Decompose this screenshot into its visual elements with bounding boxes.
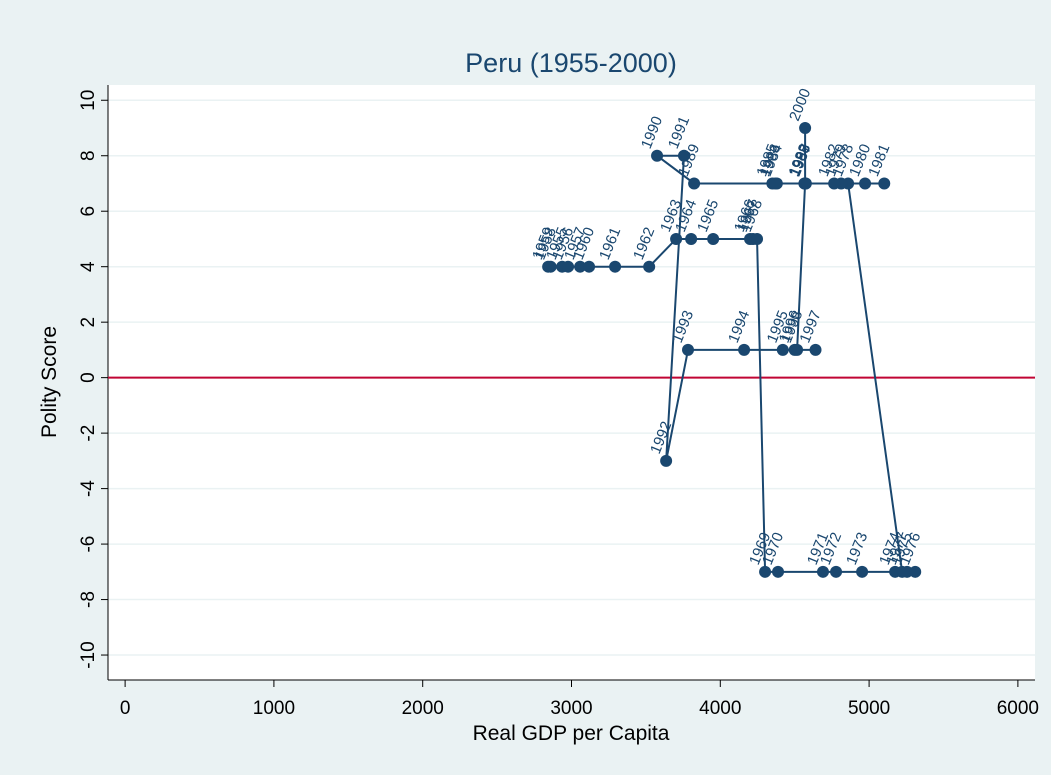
point [542, 260, 555, 273]
x-tick-label: 5000 [848, 698, 890, 719]
x-tick-label: 2000 [402, 698, 444, 719]
x-tick-label: 1000 [253, 698, 295, 719]
x-axis-label: Real GDP per Capita [473, 722, 670, 745]
point [759, 565, 772, 578]
y-tick-label: 8 [78, 150, 99, 161]
point [859, 177, 872, 190]
point [772, 565, 785, 578]
chart-title: Peru (1955-2000) [465, 48, 677, 78]
point [660, 454, 673, 467]
point [738, 343, 751, 356]
x-tick-label: 3000 [550, 698, 592, 719]
y-tick-label: -6 [78, 536, 99, 553]
point [651, 149, 664, 162]
point [670, 232, 683, 245]
y-tick-label: 10 [78, 90, 99, 111]
point [707, 232, 720, 245]
point [751, 232, 764, 245]
point [688, 177, 701, 190]
point [682, 343, 695, 356]
y-tick-label: -8 [78, 591, 99, 608]
point [769, 177, 782, 190]
point [574, 260, 587, 273]
y-tick-label: -10 [78, 641, 99, 668]
point [791, 343, 804, 356]
point [809, 343, 822, 356]
x-tick-label: 6000 [997, 698, 1039, 719]
point [856, 565, 869, 578]
point [685, 232, 698, 245]
point [677, 149, 690, 162]
point [909, 565, 922, 578]
point [896, 565, 909, 578]
connecting-line [548, 127, 916, 573]
y-tick-label: 4 [78, 261, 99, 272]
y-axis-label: Polity Score [38, 326, 61, 438]
point [583, 260, 596, 273]
y-tick-label: 2 [78, 317, 99, 328]
point [776, 343, 789, 356]
y-tick-label: -4 [78, 480, 99, 497]
point [799, 177, 812, 190]
point [562, 260, 575, 273]
point [816, 565, 829, 578]
point [878, 177, 891, 190]
point [609, 260, 622, 273]
point [643, 260, 656, 273]
y-tick-label: -2 [78, 425, 99, 442]
point [799, 121, 812, 134]
x-tick-label: 0 [120, 698, 131, 719]
y-tick-label: 6 [78, 206, 99, 217]
plot-area [108, 85, 1035, 680]
y-tick-label: 0 [78, 372, 99, 383]
x-tick-label: 4000 [699, 698, 741, 719]
point [830, 565, 843, 578]
point [828, 177, 841, 190]
